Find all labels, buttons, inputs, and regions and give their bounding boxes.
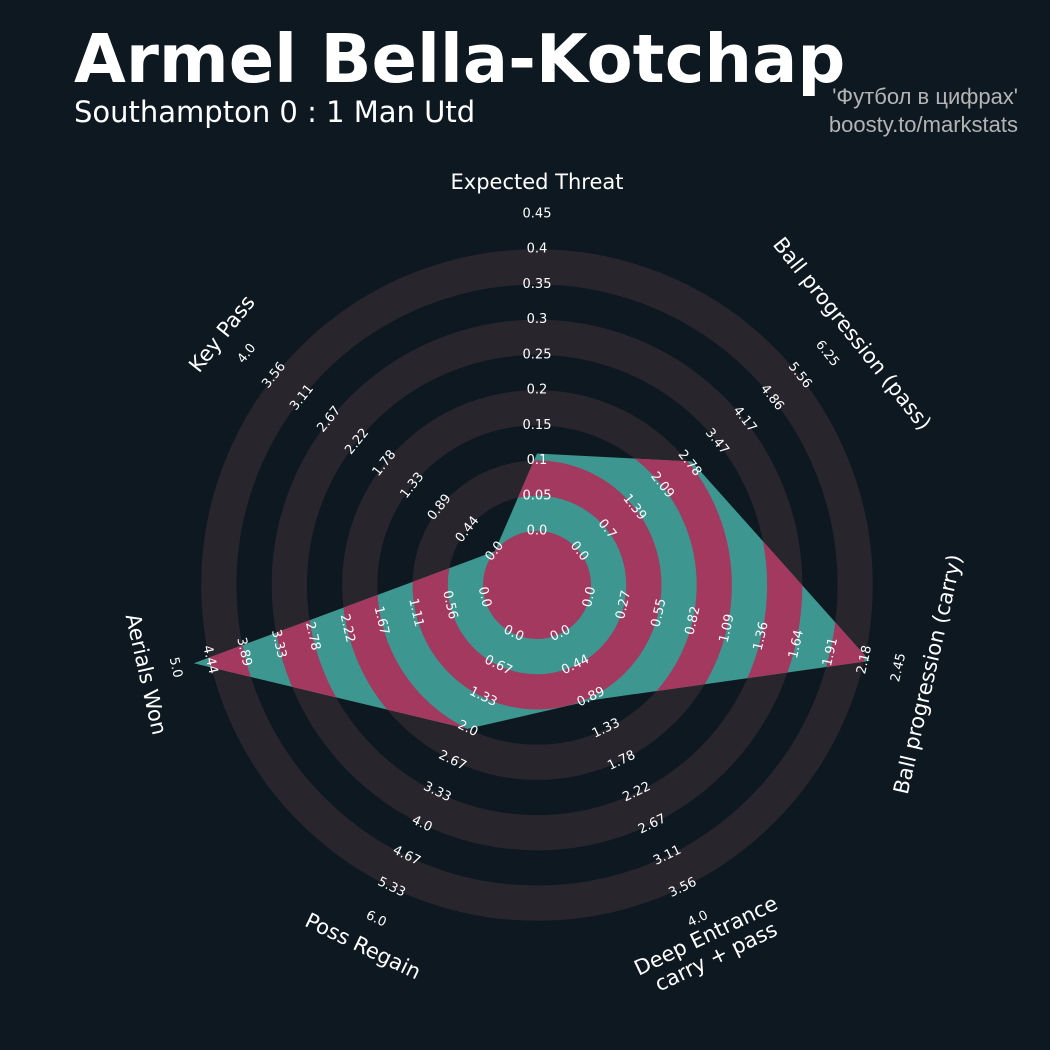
tick-label: 0.15 xyxy=(523,418,552,433)
tick-label: 0.45 xyxy=(523,207,552,222)
credit: boosty.to/markstats xyxy=(829,112,1018,137)
tick-label: 0.25 xyxy=(523,347,552,362)
tick-label: 1.67 xyxy=(371,605,392,637)
tick-label: 0.3 xyxy=(527,312,548,327)
ring xyxy=(201,249,873,921)
tick-label: 0.27 xyxy=(613,589,634,621)
tick-label: 1.64 xyxy=(786,628,807,660)
tick-label: 0.4 xyxy=(527,242,548,257)
tick-label: 1.09 xyxy=(717,613,738,645)
tick-label: 0.0 xyxy=(580,585,599,609)
tick-label: 2.18 xyxy=(854,644,875,676)
tick-label: 0.2 xyxy=(527,383,548,398)
tick-label: 3.33 xyxy=(268,628,289,660)
ring xyxy=(483,531,591,639)
tick-label: 0.82 xyxy=(683,605,704,637)
tick-label: 2.22 xyxy=(337,613,358,645)
tick-label: 1.91 xyxy=(820,636,841,668)
axis-label: Expected Threat xyxy=(451,170,624,194)
axis-label-line: Expected Threat xyxy=(451,170,624,194)
chart-title: Armel Bella-Kotchap xyxy=(74,20,845,98)
chart-subtitle: Southampton 0 : 1 Man Utd xyxy=(74,95,475,129)
credit: 'Футбол в цифрах' xyxy=(832,84,1018,109)
tick-label: 4.44 xyxy=(199,644,220,676)
tick-label: 0.05 xyxy=(523,488,552,503)
tick-label: 1.36 xyxy=(751,620,772,652)
tick-label: 0.1 xyxy=(527,453,548,468)
tick-label: 0.0 xyxy=(527,524,548,539)
tick-label: 3.89 xyxy=(233,636,254,668)
tick-label: 1.11 xyxy=(405,597,426,629)
tick-label: 0.35 xyxy=(523,277,552,292)
ring xyxy=(412,460,662,710)
tick-label: 0.56 xyxy=(439,589,460,621)
tick-label: 2.78 xyxy=(302,620,323,652)
tick-label: 0.0 xyxy=(475,585,494,609)
tick-label: 2.45 xyxy=(888,652,909,684)
tick-label: 0.55 xyxy=(648,597,669,629)
tick-label: 5.0 xyxy=(166,656,185,680)
